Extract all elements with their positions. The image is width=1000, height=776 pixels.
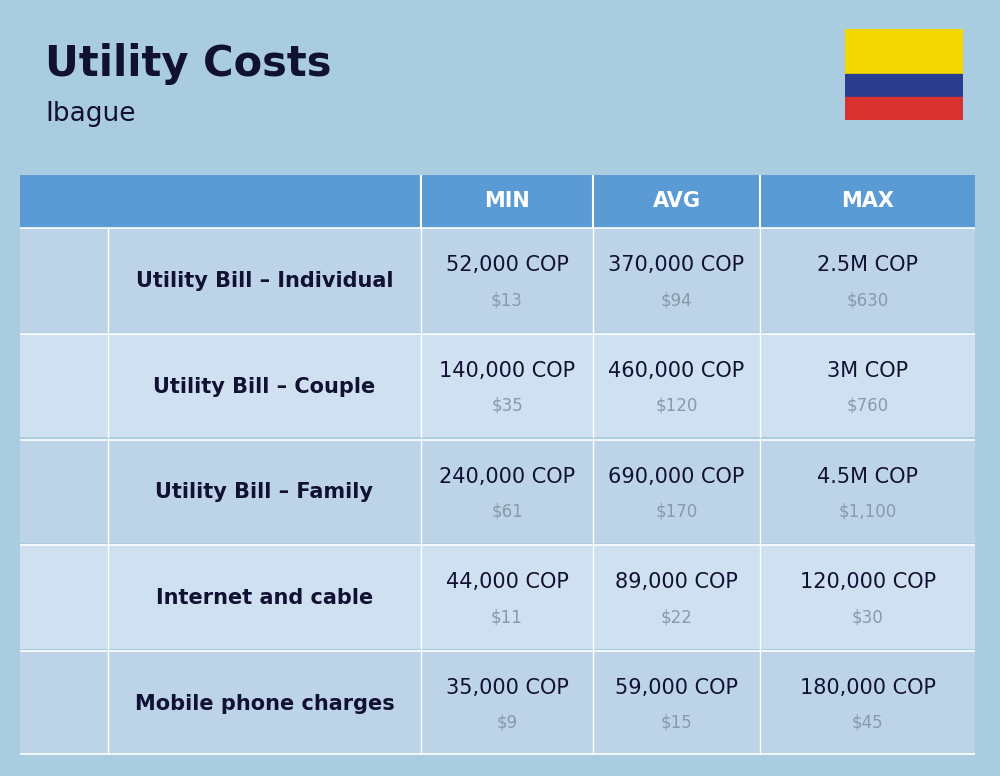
Text: 89,000 COP: 89,000 COP — [615, 572, 738, 592]
Text: 3M COP: 3M COP — [827, 361, 908, 381]
Bar — [20, 546, 975, 649]
Bar — [23, 337, 106, 435]
Text: $61: $61 — [491, 502, 523, 521]
Text: $760: $760 — [846, 397, 889, 414]
Text: MAX: MAX — [841, 192, 894, 211]
Bar — [845, 29, 963, 74]
Bar — [20, 439, 975, 543]
Text: 140,000 COP: 140,000 COP — [439, 361, 575, 381]
Text: Internet and cable: Internet and cable — [156, 588, 373, 608]
Bar — [845, 74, 963, 97]
Text: Utility Bill – Couple: Utility Bill – Couple — [153, 376, 376, 397]
Bar — [20, 334, 975, 437]
Text: $94: $94 — [661, 291, 692, 309]
Text: $22: $22 — [661, 608, 692, 626]
Bar — [20, 228, 975, 331]
Text: 120,000 COP: 120,000 COP — [800, 572, 936, 592]
Text: 4.5M COP: 4.5M COP — [817, 466, 918, 487]
Text: 370,000 COP: 370,000 COP — [608, 255, 745, 275]
Text: $13: $13 — [491, 291, 523, 309]
Text: Utility Costs: Utility Costs — [45, 43, 332, 85]
Text: 180,000 COP: 180,000 COP — [800, 678, 936, 698]
Text: MIN: MIN — [484, 192, 530, 211]
Text: 2.5M COP: 2.5M COP — [817, 255, 918, 275]
Text: 59,000 COP: 59,000 COP — [615, 678, 738, 698]
Bar — [20, 651, 975, 754]
Text: 44,000 COP: 44,000 COP — [446, 572, 568, 592]
Bar — [23, 442, 106, 541]
Text: 690,000 COP: 690,000 COP — [608, 466, 745, 487]
Text: $1,100: $1,100 — [838, 502, 897, 521]
Text: AVG: AVG — [653, 192, 701, 211]
Text: $170: $170 — [655, 502, 698, 521]
Bar — [23, 654, 106, 753]
Text: Mobile phone charges: Mobile phone charges — [135, 694, 394, 714]
Text: Utility Bill – Family: Utility Bill – Family — [155, 483, 373, 502]
Text: $30: $30 — [852, 608, 883, 626]
Text: $9: $9 — [496, 714, 518, 732]
Text: 460,000 COP: 460,000 COP — [608, 361, 745, 381]
Bar — [23, 548, 106, 647]
Text: $630: $630 — [846, 291, 889, 309]
Text: $120: $120 — [655, 397, 698, 414]
Text: $35: $35 — [491, 397, 523, 414]
Text: $15: $15 — [661, 714, 692, 732]
Text: 240,000 COP: 240,000 COP — [439, 466, 575, 487]
Text: 35,000 COP: 35,000 COP — [446, 678, 568, 698]
Text: 52,000 COP: 52,000 COP — [446, 255, 568, 275]
Text: $11: $11 — [491, 608, 523, 626]
Text: Utility Bill – Individual: Utility Bill – Individual — [136, 271, 393, 291]
Text: $45: $45 — [852, 714, 883, 732]
Bar — [20, 175, 975, 228]
Bar — [23, 231, 106, 330]
Text: Ibague: Ibague — [45, 101, 136, 127]
Bar — [845, 97, 963, 120]
